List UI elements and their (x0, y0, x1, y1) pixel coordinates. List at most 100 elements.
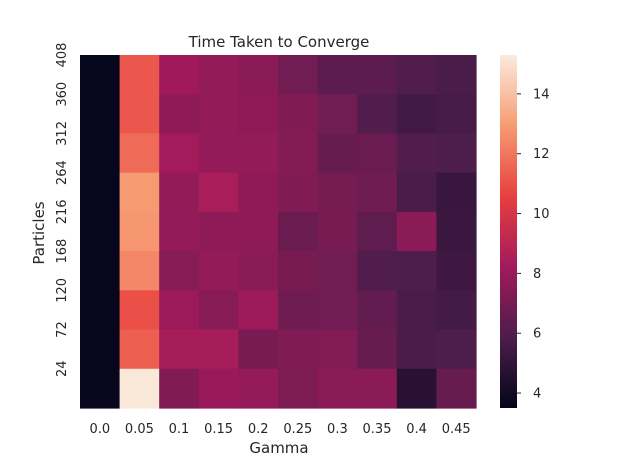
heatmap-cell (159, 211, 200, 252)
heatmap-cell (80, 94, 121, 135)
heatmap-cell (357, 133, 398, 174)
y-axis-ticks: 408 360 312 264 216 168 120 72 24 (55, 43, 70, 377)
heatmap-cell (238, 290, 279, 331)
heatmap-cell (396, 211, 437, 252)
heatmap-cell (80, 211, 121, 252)
heatmap-cell (238, 329, 279, 370)
x-tick-label: 0.1 (169, 422, 190, 437)
y-tick-label: 24 (55, 361, 70, 378)
heatmap-cell (238, 133, 279, 174)
heatmap-cell (436, 251, 477, 291)
colorbar-tick-label: 12 (533, 147, 550, 162)
heatmap-cell (436, 94, 477, 135)
heatmap-cell (119, 94, 160, 135)
heatmap-cell (198, 329, 239, 370)
heatmap-cell (396, 172, 437, 213)
y-tick-label: 120 (55, 278, 70, 303)
y-tick-label: 360 (55, 82, 70, 107)
heatmap-cell (278, 368, 319, 409)
heatmap-cell (80, 55, 121, 95)
heatmap-cell (198, 290, 239, 331)
x-tick-label: 0.4 (406, 422, 427, 437)
heatmap-cell (198, 133, 239, 174)
heatmap-cell (159, 290, 200, 331)
heatmap-cell (159, 368, 200, 409)
chart-title: Time Taken to Converge (188, 33, 370, 51)
colorbar (500, 55, 517, 408)
heatmap-cell (396, 251, 437, 291)
colorbar-tick-label: 8 (533, 267, 541, 282)
heatmap-cell (80, 368, 121, 409)
heatmap-cell (436, 290, 477, 331)
y-tick-label: 264 (55, 160, 70, 185)
heatmap-cell (198, 55, 239, 95)
heatmap-cell (119, 329, 160, 370)
heatmap-cell (396, 133, 437, 174)
x-tick-label: 0.45 (442, 422, 471, 437)
x-tick-label: 0.3 (327, 422, 348, 437)
heatmap-cell (317, 172, 358, 213)
heatmap-cell (238, 368, 279, 409)
heatmap-cell (278, 211, 319, 252)
heatmap-cell (159, 329, 200, 370)
heatmap-cell (80, 133, 121, 174)
heatmap-cell (119, 368, 160, 409)
heatmap-cell (436, 211, 477, 252)
heatmap-cell (317, 368, 358, 409)
heatmap-cell (278, 55, 319, 95)
y-tick-label: 168 (55, 239, 70, 264)
x-tick-label: 0.05 (125, 422, 154, 437)
heatmap-cell (317, 133, 358, 174)
x-axis-label: Gamma (249, 439, 308, 457)
heatmap-cell (198, 94, 239, 135)
heatmap-cell (436, 133, 477, 174)
heatmap-cell (80, 329, 121, 370)
colorbar-tick-label: 10 (533, 207, 550, 222)
heatmap-cell (119, 172, 160, 213)
heatmap-cell (278, 133, 319, 174)
heatmap-cell (80, 290, 121, 331)
heatmap-cell (317, 290, 358, 331)
heatmap-cell (159, 251, 200, 291)
x-axis-ticks: 0.0 0.05 0.1 0.15 0.2 0.25 0.3 0.35 0.4 0.45 (89, 422, 470, 437)
x-tick-label: 0.35 (363, 422, 392, 437)
heatmap-cell (159, 55, 200, 95)
heatmap-cell (357, 251, 398, 291)
heatmap-cell (80, 251, 121, 291)
heatmap-cell (317, 251, 358, 291)
heatmap-cell (317, 55, 358, 95)
heatmap-cell (357, 329, 398, 370)
heatmap-cell (198, 251, 239, 291)
heatmap-cell (317, 211, 358, 252)
heatmap-cell (119, 133, 160, 174)
heatmap-cell (396, 94, 437, 135)
x-tick-label: 0.2 (248, 422, 269, 437)
heatmap-cell (238, 211, 279, 252)
heatmap-cells (80, 55, 477, 409)
heatmap-cell (278, 94, 319, 135)
heatmap-cell (119, 251, 160, 291)
colorbar-tick-label: 14 (533, 87, 550, 102)
heatmap-cell (357, 368, 398, 409)
x-tick-label: 0.0 (89, 422, 110, 437)
heatmap-cell (198, 368, 239, 409)
heatmap-cell (238, 94, 279, 135)
colorbar-tick-label: 6 (533, 327, 541, 342)
heatmap-cell (436, 368, 477, 409)
y-tick-label: 216 (55, 199, 70, 224)
heatmap-cell (159, 172, 200, 213)
y-tick-label: 312 (55, 121, 70, 146)
heatmap-cell (159, 133, 200, 174)
heatmap-cell (357, 94, 398, 135)
heatmap-cell (198, 211, 239, 252)
heatmap-cell (317, 94, 358, 135)
heatmap-cell (238, 251, 279, 291)
x-tick-label: 0.15 (204, 422, 233, 437)
heatmap-cell (396, 290, 437, 331)
heatmap-cell (119, 290, 160, 331)
heatmap-cell (436, 172, 477, 213)
heatmap-cell (278, 329, 319, 370)
heatmap-cell (119, 55, 160, 95)
